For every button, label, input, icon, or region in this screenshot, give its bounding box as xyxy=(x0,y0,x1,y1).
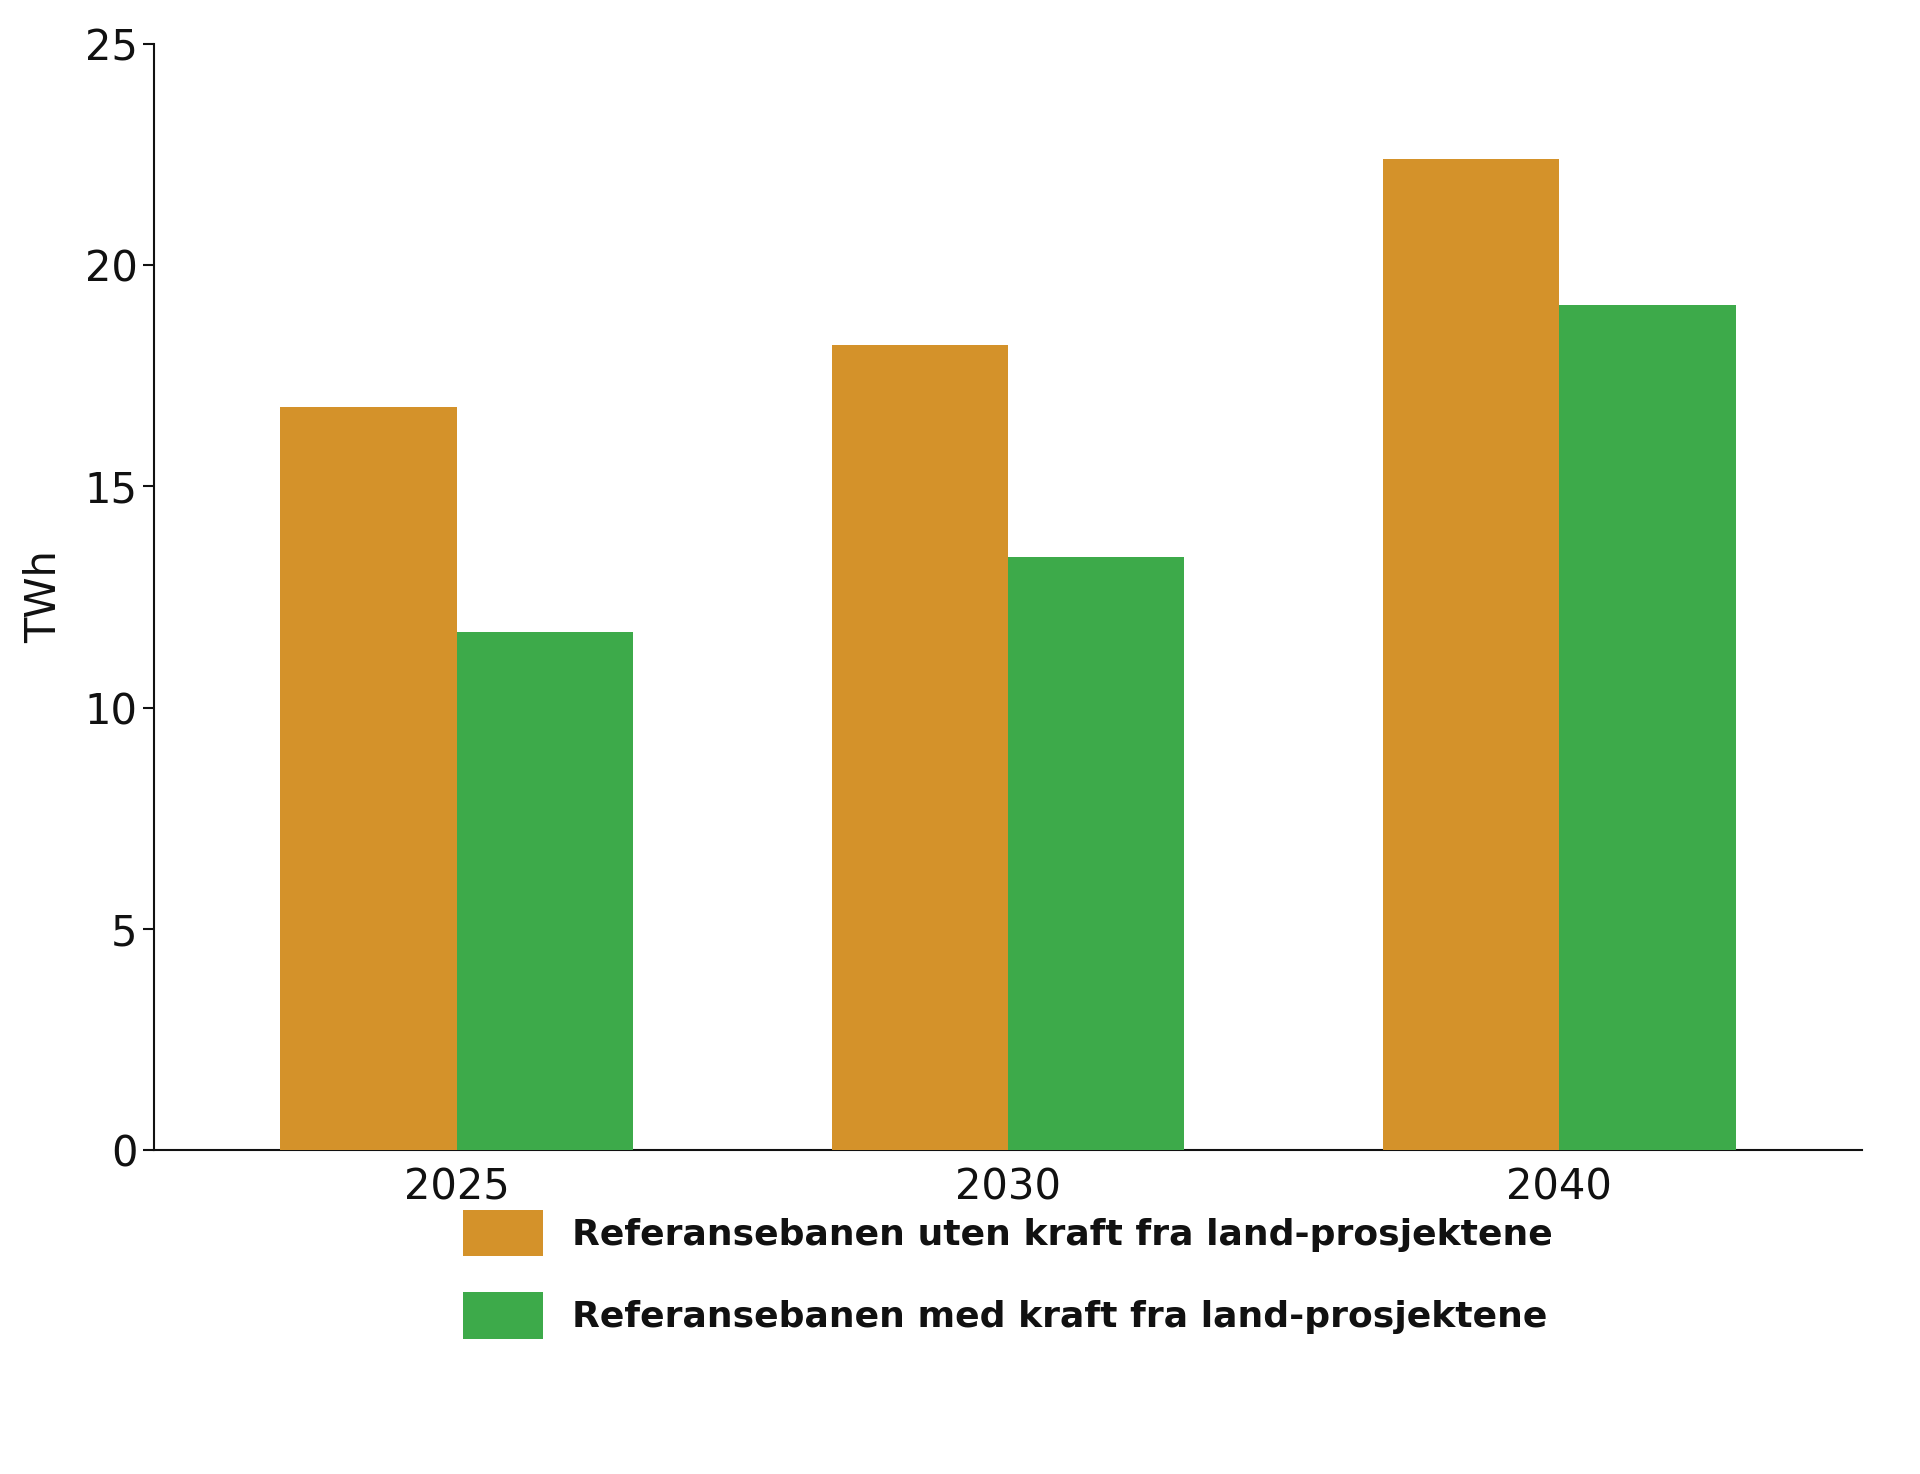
Legend: Referansebanen uten kraft fra land-prosjektene, Referansebanen med kraft fra lan: Referansebanen uten kraft fra land-prosj… xyxy=(428,1173,1588,1375)
Bar xyxy=(831,345,1008,1150)
Y-axis label: TWh: TWh xyxy=(23,550,65,644)
Bar xyxy=(1008,557,1185,1150)
Bar xyxy=(457,632,634,1150)
Bar xyxy=(1559,305,1736,1150)
Bar xyxy=(280,407,457,1150)
Bar xyxy=(1382,159,1559,1150)
